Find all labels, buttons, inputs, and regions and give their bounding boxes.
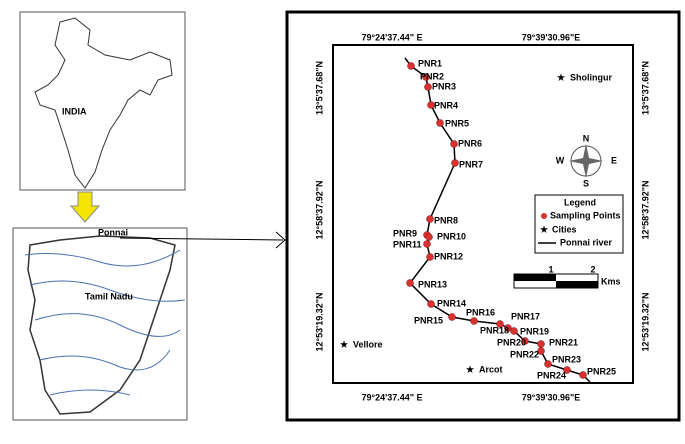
coord-label: 13°5'37.68"N xyxy=(640,61,650,115)
scale-label: 1 xyxy=(548,264,553,274)
sampling-point xyxy=(470,317,478,325)
compass-label: E xyxy=(611,155,617,165)
point-label: PNR1 xyxy=(418,58,442,68)
point-label: PNR17 xyxy=(511,311,540,321)
point-label: PNR6 xyxy=(458,138,482,148)
coord-label: 12°58'37.92"N xyxy=(640,180,650,239)
point-label: PNR25 xyxy=(587,366,616,376)
point-label: PNR21 xyxy=(549,337,578,347)
point-label: PNR2 xyxy=(420,71,444,81)
point-label: PNR22 xyxy=(510,349,539,359)
legend-symbol: ★ xyxy=(540,224,549,234)
point-label: PNR10 xyxy=(437,231,466,241)
point-label: PNR19 xyxy=(520,326,549,336)
scale-bar: 1 2 Kms xyxy=(513,264,621,289)
point-label: PNR20 xyxy=(497,337,526,347)
rivers xyxy=(24,249,186,396)
scale-unit: Kms xyxy=(601,276,621,286)
sampling-point xyxy=(544,360,552,368)
point-label: PNR7 xyxy=(459,159,483,169)
state-label: Tamil Nadu xyxy=(85,291,133,301)
compass: N S E W xyxy=(556,133,617,188)
point-label: PNR8 xyxy=(434,215,458,225)
india-outline xyxy=(34,17,173,189)
sampling-point xyxy=(426,253,434,261)
sampling-point xyxy=(537,347,545,355)
sampling-point xyxy=(451,159,459,167)
point-label: PNR15 xyxy=(414,315,443,325)
point-label: PNR4 xyxy=(434,100,458,110)
sampling-point xyxy=(406,279,414,287)
sampling-point xyxy=(424,83,432,91)
point-label: PNR3 xyxy=(432,81,456,91)
sampling-point xyxy=(537,340,545,348)
coord-label: 79°24'37.44" E xyxy=(361,32,422,42)
coord-label: 12°58'37.92"N xyxy=(314,180,324,239)
sampling-point xyxy=(496,320,504,328)
state-panel xyxy=(12,227,188,421)
scale-label: 2 xyxy=(590,264,595,274)
legend-label: Sampling Points xyxy=(550,210,621,220)
point-label: PNR23 xyxy=(552,354,581,364)
sampling-point xyxy=(427,300,435,308)
pointer-line xyxy=(119,237,284,241)
sampling-point xyxy=(448,313,456,321)
city-label: Arcot xyxy=(479,364,503,374)
city-label: Vellore xyxy=(353,339,383,349)
compass-label: N xyxy=(583,133,590,143)
zoom-arrow xyxy=(69,191,101,223)
sampling-point xyxy=(407,62,415,70)
country-label: INDIA xyxy=(62,106,87,116)
legend-symbol xyxy=(541,213,547,219)
coord-label: 79°39'30.96"E xyxy=(522,392,581,402)
sampling-point xyxy=(450,140,458,148)
state-outline xyxy=(27,235,176,415)
point-label: PNR5 xyxy=(445,118,469,128)
coord-label: 12°53'19.32"N xyxy=(640,292,650,351)
point-label: PNR18 xyxy=(480,325,509,335)
sampling-point xyxy=(427,101,435,109)
point-label: PNR24 xyxy=(537,370,566,380)
sampling-point xyxy=(425,233,433,241)
point-label: PNR9 xyxy=(393,228,417,238)
pointer-head xyxy=(275,231,286,249)
point-label: PNR14 xyxy=(437,298,466,308)
legend-label: Ponnai river xyxy=(560,237,613,247)
legend-title: Legend xyxy=(564,197,596,207)
sampling-point xyxy=(436,119,444,127)
sampling-point xyxy=(579,371,587,379)
point-label: PNR16 xyxy=(466,307,495,317)
sampling-point xyxy=(521,337,529,345)
point-label: PNR12 xyxy=(434,251,463,261)
point-label: PNR11 xyxy=(393,239,422,249)
legend-label: Cities xyxy=(552,224,577,234)
sampling-point xyxy=(504,324,512,332)
city-marker: ★ xyxy=(466,364,475,374)
sampling-point xyxy=(563,366,571,374)
river-label: Ponnai xyxy=(98,227,128,237)
city-marker: ★ xyxy=(340,339,349,349)
compass-label: S xyxy=(583,178,589,188)
sampling-point xyxy=(426,215,434,223)
coord-label: 13°5'37.68"N xyxy=(314,61,324,115)
coord-label: 79°24'37.44" E xyxy=(361,392,422,402)
sampling-point xyxy=(423,240,431,248)
sampling-point xyxy=(422,73,430,81)
point-label: PNR13 xyxy=(418,279,447,289)
coord-label: 79°39'30.96"E xyxy=(522,32,581,42)
city-marker: ★ xyxy=(557,72,566,82)
city-label: Sholingur xyxy=(570,72,612,82)
coord-label: 12°53'19.32"N xyxy=(314,292,324,351)
compass-label: W xyxy=(556,155,565,165)
sampling-point xyxy=(510,327,518,335)
